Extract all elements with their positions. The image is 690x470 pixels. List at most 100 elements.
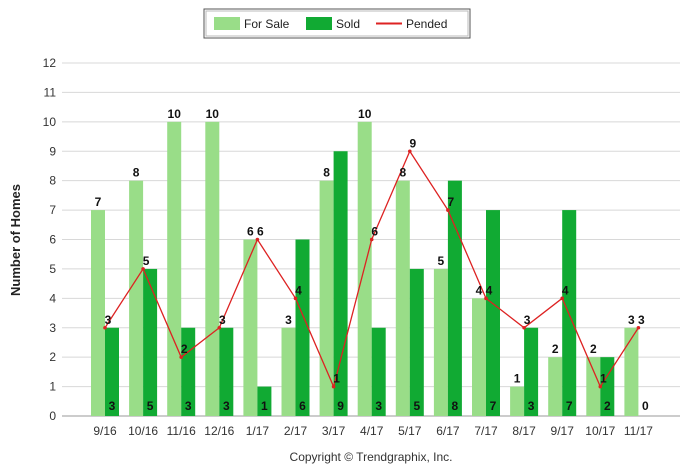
bar-for-sale	[586, 357, 601, 416]
bar-sold	[371, 327, 386, 416]
pended-point	[408, 149, 412, 154]
legend-inner	[205, 10, 469, 37]
legend-swatch	[214, 17, 240, 30]
label-sold: 9	[337, 399, 344, 413]
x-tick-label: 12/16	[204, 424, 234, 438]
y-axis-title: Number of Homes	[8, 184, 23, 296]
label-sold: 3	[185, 399, 192, 413]
pended-point	[636, 325, 641, 330]
legend-label: Pended	[406, 17, 447, 31]
pended-point	[484, 296, 488, 301]
label-sold: 3	[223, 399, 230, 413]
label-for-sale: 8	[399, 166, 406, 180]
bar-sold	[295, 239, 310, 416]
label-pended: 5	[143, 254, 150, 268]
label-for-sale: 4	[476, 283, 483, 297]
label-for-sale: 10	[206, 107, 220, 121]
bar-sold	[219, 327, 234, 416]
y-tick-label: 12	[43, 56, 57, 70]
bar-for-sale	[395, 180, 410, 416]
label-sold: 5	[147, 399, 154, 413]
label-sold: 3	[375, 399, 382, 413]
bar-for-sale	[433, 268, 448, 416]
y-tick-label: 0	[49, 409, 56, 423]
label-for-sale: 3	[285, 313, 292, 327]
bar-for-sale	[281, 327, 296, 416]
label-pended: 3	[638, 313, 645, 327]
label-for-sale: 2	[590, 342, 597, 356]
bar-for-sale	[129, 180, 144, 416]
label-for-sale: 10	[358, 107, 372, 121]
pended-point	[369, 237, 374, 242]
bar-for-sale	[472, 298, 486, 416]
label-for-sale: 5	[438, 254, 445, 268]
x-tick-label: 3/17	[322, 424, 346, 438]
bars	[91, 121, 639, 416]
bar-for-sale	[510, 386, 525, 416]
label-sold: 3	[528, 399, 535, 413]
pended-point	[598, 384, 603, 389]
y-tick-label: 10	[43, 115, 57, 129]
x-tick-label: 11/17	[624, 424, 653, 438]
y-tick-label: 9	[49, 144, 56, 158]
label-for-sale: 6	[247, 225, 254, 239]
bar-sold	[143, 268, 158, 416]
bar-sold	[524, 327, 539, 416]
x-tick-label: 2/17	[284, 424, 308, 438]
x-tick-label: 6/17	[436, 424, 460, 438]
label-pended: 4	[562, 283, 569, 297]
legend: For Sale Sold Pended	[203, 8, 471, 39]
bar-for-sale	[205, 121, 220, 416]
copyright-text: Copyright © Trendgraphix, Inc.	[290, 450, 453, 464]
x-axis-ticks: 9/16 10/16 11/16 12/16 1/17 2/17 3/17 4/17 5/17 6…	[93, 424, 653, 438]
y-tick-label: 3	[49, 321, 56, 335]
pended-point	[217, 325, 222, 330]
x-tick-label: 10/16	[128, 424, 158, 438]
y-tick-label: 6	[49, 233, 56, 247]
pended-point	[446, 208, 450, 212]
label-sold: 0	[642, 399, 649, 413]
pended-point	[560, 296, 564, 301]
label-sold: 5	[413, 399, 420, 413]
bar-sold	[486, 210, 500, 416]
label-sold: 7	[566, 399, 573, 413]
x-tick-label: 1/17	[246, 424, 270, 438]
bar-sold	[447, 180, 462, 416]
x-tick-label: 5/17	[398, 424, 422, 438]
label-sold: 2	[604, 399, 611, 413]
bar-sold	[257, 386, 272, 416]
label-for-sale: 1	[514, 372, 521, 386]
bar-sold	[105, 327, 119, 416]
pended-point	[103, 325, 107, 330]
bar-sold	[409, 268, 424, 416]
label-pended: 1	[600, 372, 607, 386]
pended-point	[179, 355, 183, 359]
legend-box	[203, 8, 471, 39]
x-tick-label: 9/16	[93, 424, 117, 438]
y-tick-label: 11	[44, 85, 57, 99]
label-pended: 1	[333, 372, 340, 386]
legend-swatch	[306, 17, 332, 30]
y-tick-label: 7	[49, 203, 56, 217]
pended-point	[141, 267, 145, 271]
y-tick-label: 1	[49, 380, 56, 394]
y-tick-label: 5	[49, 262, 56, 276]
pended-point	[522, 325, 526, 330]
data-labels: 7385103103613689103855847132722303523641…	[95, 107, 649, 413]
label-sold: 1	[261, 399, 268, 413]
y-tick-label: 4	[49, 291, 56, 305]
label-for-sale: 2	[552, 342, 559, 356]
y-tick-label: 8	[49, 174, 56, 188]
x-tick-label: 11/16	[167, 424, 196, 438]
label-pended: 3	[219, 313, 226, 327]
label-pended: 6	[257, 225, 264, 239]
label-for-sale: 7	[95, 195, 102, 209]
bar-sold	[600, 357, 615, 416]
label-for-sale: 3	[628, 313, 635, 327]
x-tick-label: 8/17	[512, 424, 536, 438]
label-for-sale: 8	[133, 166, 140, 180]
label-sold: 8	[452, 399, 459, 413]
bar-for-sale	[624, 327, 639, 416]
label-pended: 2	[181, 342, 188, 356]
legend-label: Sold	[336, 17, 360, 31]
